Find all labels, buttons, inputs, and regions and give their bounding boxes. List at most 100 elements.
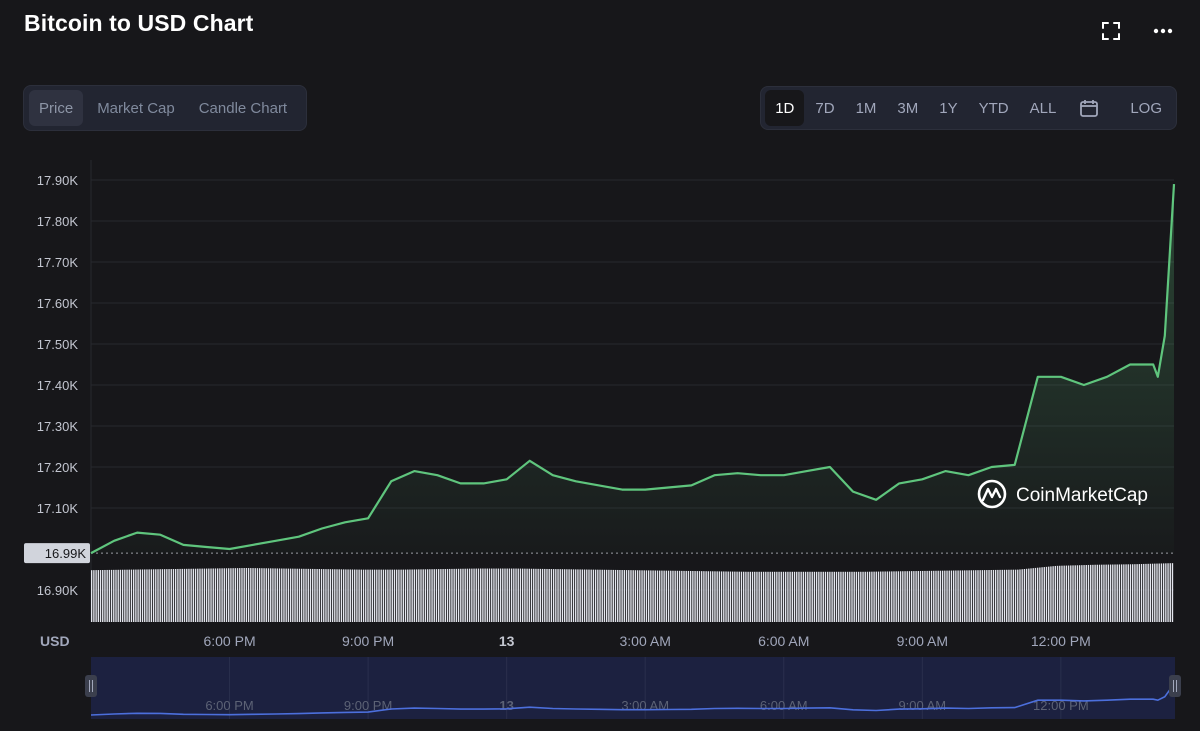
navigator-left-handle[interactable] xyxy=(85,675,97,697)
volume-bar xyxy=(488,568,491,622)
volume-bar xyxy=(650,570,652,622)
y-tick-label: 17.80K xyxy=(37,214,79,229)
volume-bar xyxy=(868,571,871,622)
volume-bar xyxy=(1136,564,1138,622)
volume-bar xyxy=(617,569,619,622)
volume-bar xyxy=(398,569,400,622)
volume-bar xyxy=(338,569,340,622)
volume-bar xyxy=(707,571,710,622)
volume-bar xyxy=(168,569,170,622)
tab-price[interactable]: Price xyxy=(29,90,84,126)
y-tick-label: 17.50K xyxy=(37,337,79,352)
volume-bar xyxy=(393,569,396,622)
volume-bar xyxy=(128,569,130,622)
volume-bar xyxy=(955,570,957,622)
tab-candle-chart[interactable]: Candle Chart xyxy=(198,99,288,117)
volume-bar xyxy=(188,568,190,622)
volume-bar xyxy=(579,569,581,622)
volume-bar xyxy=(762,571,765,622)
volume-bar xyxy=(411,569,413,622)
volume-bar xyxy=(510,568,513,622)
volume-bar xyxy=(698,571,701,622)
range-ytd[interactable]: YTD xyxy=(978,99,1009,117)
volume-bar xyxy=(504,568,506,622)
volume-bar xyxy=(230,568,232,622)
current-price-label: 16.99K xyxy=(45,546,87,561)
calendar-icon[interactable] xyxy=(1067,90,1111,126)
volume-bar xyxy=(785,571,787,622)
chart-type-tabs: Price Market Cap Candle Chart xyxy=(23,85,308,131)
volume-bar xyxy=(1083,565,1085,622)
volume-bar xyxy=(1156,563,1158,622)
coinmarketcap-logo-icon xyxy=(977,479,1007,509)
navigator-window[interactable] xyxy=(91,657,1175,719)
range-7d[interactable]: 7D xyxy=(815,99,835,117)
volume-bar xyxy=(318,569,321,622)
volume-bar xyxy=(263,568,265,622)
more-dots-icon[interactable] xyxy=(1152,20,1174,42)
volume-bar xyxy=(349,569,351,622)
volume-bar xyxy=(468,568,471,622)
volume-bar xyxy=(294,568,296,622)
volume-bar xyxy=(135,569,137,622)
volume-bar xyxy=(1010,569,1012,622)
volume-bar xyxy=(159,569,161,622)
volume-bar xyxy=(506,568,508,622)
volume-bar xyxy=(647,570,650,622)
volume-bar xyxy=(117,569,119,622)
volume-bar xyxy=(418,569,420,622)
range-all[interactable]: ALL xyxy=(1029,99,1057,117)
volume-bar xyxy=(1065,565,1068,622)
currency-label: USD xyxy=(40,633,70,649)
volume-bar xyxy=(342,569,345,622)
navigator[interactable]: 6:00 PM 9:00 PM 13 3:00 AM 6:00 AM 9:00 AM 12:… xyxy=(85,657,1181,719)
volume-bar xyxy=(480,568,482,622)
x-tick-label: 9:00 AM xyxy=(897,633,948,649)
fullscreen-icon[interactable] xyxy=(1100,20,1122,42)
volume-bar xyxy=(1090,564,1092,622)
volume-bar xyxy=(952,570,955,622)
volume-bar xyxy=(331,569,334,622)
volume-bar xyxy=(968,570,970,622)
volume-bar xyxy=(1003,569,1006,622)
volume-bar xyxy=(676,570,679,622)
volume-bar xyxy=(636,570,639,622)
tab-market-cap[interactable]: Market Cap xyxy=(97,99,175,117)
volume-bar xyxy=(933,570,935,622)
volume-bar xyxy=(714,571,716,622)
range-1y[interactable]: 1Y xyxy=(939,99,958,117)
volume-bar xyxy=(740,571,743,622)
volume-bar xyxy=(278,568,281,622)
volume-bar xyxy=(747,571,749,622)
volume-bar xyxy=(773,571,776,622)
volume-bar xyxy=(550,569,553,622)
volume-bar xyxy=(371,569,374,622)
volume-bar xyxy=(866,571,869,622)
volume-bar xyxy=(594,569,597,622)
volume-bar xyxy=(902,571,904,622)
volume-bar xyxy=(258,568,261,622)
volume-bars xyxy=(91,563,1174,622)
range-3m[interactable]: 3M xyxy=(897,99,919,117)
volume-bar xyxy=(391,569,393,622)
volume-bar xyxy=(875,571,877,622)
navigator-right-handle[interactable] xyxy=(1169,675,1181,697)
volume-bar xyxy=(643,570,645,622)
volume-bar xyxy=(139,569,141,622)
volume-bar xyxy=(486,568,488,622)
y-tick-label: 17.90K xyxy=(37,173,79,188)
volume-bar xyxy=(256,568,259,622)
volume-bar xyxy=(484,568,486,622)
range-1m[interactable]: 1M xyxy=(855,99,877,117)
volume-bar xyxy=(924,570,926,622)
volume-bar xyxy=(926,570,928,622)
range-1d[interactable]: 1D xyxy=(765,90,805,126)
volume-bar xyxy=(1072,565,1074,622)
log-scale-toggle[interactable]: LOG xyxy=(1130,99,1162,117)
volume-bar xyxy=(840,571,842,622)
volume-bar xyxy=(884,571,886,622)
volume-bar xyxy=(718,571,721,622)
volume-bar xyxy=(320,569,323,622)
volume-bar xyxy=(1032,568,1034,622)
